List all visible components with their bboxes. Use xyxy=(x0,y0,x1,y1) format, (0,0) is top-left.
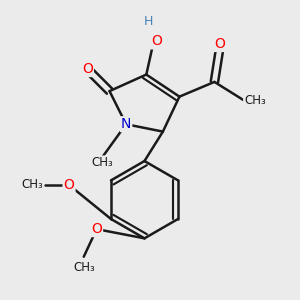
Text: CH₃: CH₃ xyxy=(91,156,113,170)
Text: CH₃: CH₃ xyxy=(73,260,94,274)
Text: H: H xyxy=(143,15,153,28)
Text: O: O xyxy=(82,62,93,76)
Text: O: O xyxy=(64,178,74,192)
Text: N: N xyxy=(121,117,131,131)
Text: O: O xyxy=(214,37,225,51)
Text: O: O xyxy=(91,222,102,236)
Text: CH₃: CH₃ xyxy=(244,94,266,107)
Text: CH₃: CH₃ xyxy=(21,178,43,191)
Text: O: O xyxy=(151,34,162,48)
